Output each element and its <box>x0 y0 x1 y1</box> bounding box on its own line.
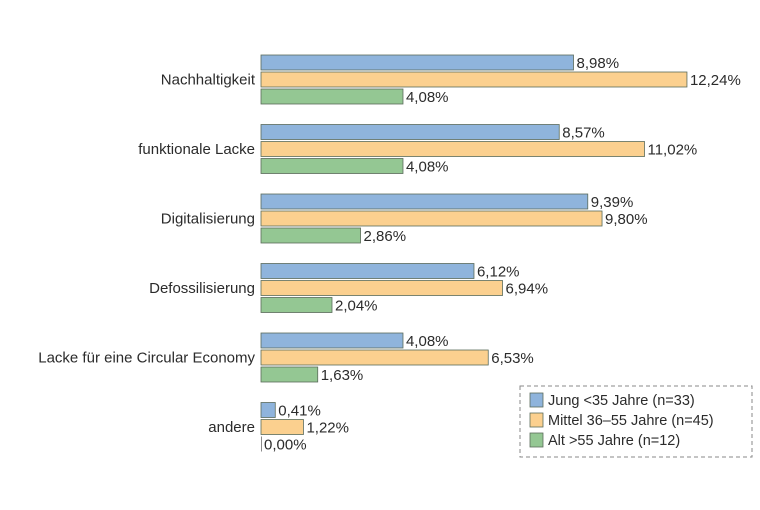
bar-funktionale-lacke-series-2 <box>260 141 645 157</box>
value-label-andere-series-3: 0,00% <box>264 437 307 454</box>
category-label-andere: andere <box>208 419 255 436</box>
value-label-digitalisierung-series-1: 9,39% <box>591 194 634 211</box>
value-label-lacke-f-r-eine-circular-economy-series-1: 4,08% <box>406 333 449 350</box>
bar-lacke-f-r-eine-circular-economy-series-2 <box>260 349 489 366</box>
value-label-nachhaltigkeit-series-3: 4,08% <box>406 89 449 106</box>
bar-nachhaltigkeit-series-2 <box>260 71 688 88</box>
legend-label-series-3: Alt >55 Jahre (n=12) <box>548 433 680 449</box>
legend-box <box>519 385 753 458</box>
bar-defossilisierung-series-3 <box>260 297 333 313</box>
value-label-defossilisierung-series-1: 6,12% <box>477 264 520 281</box>
bar-funktionale-lacke-series-1 <box>260 124 560 140</box>
bar-nachhaltigkeit-series-1 <box>260 54 574 71</box>
legend-swatch-series-2 <box>529 412 544 428</box>
bar-andere-series-2 <box>260 419 304 435</box>
value-label-funktionale-lacke-series-2: 11,02% <box>647 142 697 159</box>
value-label-digitalisierung-series-3: 2,86% <box>364 228 407 245</box>
bar-digitalisierung-series-1 <box>260 193 589 210</box>
value-label-lacke-f-r-eine-circular-economy-series-2: 6,53% <box>491 350 534 367</box>
value-label-andere-series-2: 1,22% <box>306 420 349 437</box>
value-label-digitalisierung-series-2: 9,80% <box>605 211 648 228</box>
value-label-defossilisierung-series-2: 6,94% <box>506 281 549 298</box>
bar-funktionale-lacke-series-3 <box>260 158 404 174</box>
bar-defossilisierung-series-2 <box>260 280 503 296</box>
category-label-lacke-f-r-eine-circular-economy: Lacke für eine Circular Economy <box>38 350 255 367</box>
category-label-digitalisierung: Digitalisierung <box>161 211 255 228</box>
legend: Jung <35 Jahre (n=33) Mittel 36–55 Jahre … <box>519 385 753 458</box>
bar-lacke-f-r-eine-circular-economy-series-1 <box>260 332 404 349</box>
labels-layer: Nachhaltigkeit 8,98% 12,24% 4,08% funktional… <box>38 55 741 454</box>
legend-swatch-series-3 <box>529 432 544 448</box>
legend-swatch-series-1 <box>529 392 544 408</box>
bar-digitalisierung-series-3 <box>260 227 361 244</box>
bar-defossilisierung-series-1 <box>260 263 475 279</box>
legend-label-series-2: Mittel 36–55 Jahre (n=45) <box>548 413 714 429</box>
value-label-lacke-f-r-eine-circular-economy-series-3: 1,63% <box>321 367 364 384</box>
category-label-defossilisierung: Defossilisierung <box>149 280 255 297</box>
category-label-funktionale-lacke: funktionale Lacke <box>138 141 255 158</box>
value-label-defossilisierung-series-3: 2,04% <box>335 298 378 315</box>
bar-nachhaltigkeit-series-3 <box>260 88 404 105</box>
bar-andere-series-1 <box>260 402 276 418</box>
bar-lacke-f-r-eine-circular-economy-series-3 <box>260 366 319 383</box>
value-label-andere-series-1: 0,41% <box>278 403 321 420</box>
value-label-nachhaltigkeit-series-2: 12,24% <box>690 72 741 89</box>
bars-layer <box>260 54 688 452</box>
value-label-funktionale-lacke-series-1: 8,57% <box>562 125 605 142</box>
value-label-nachhaltigkeit-series-1: 8,98% <box>577 55 620 72</box>
legend-label-series-1: Jung <35 Jahre (n=33) <box>548 393 695 409</box>
category-label-nachhaltigkeit: Nachhaltigkeit <box>161 72 256 89</box>
value-label-funktionale-lacke-series-3: 4,08% <box>406 159 449 176</box>
bar-digitalisierung-series-2 <box>260 210 603 227</box>
